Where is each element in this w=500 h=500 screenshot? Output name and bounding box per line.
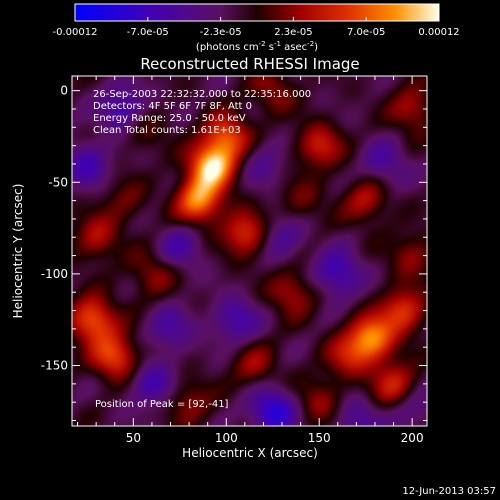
colorbar-tick-label: -2.3e-05 bbox=[200, 27, 242, 38]
y-tick-label: 0 bbox=[60, 84, 68, 98]
chart-title: Reconstructed RHESSI Image bbox=[140, 55, 359, 73]
annotation-total-counts: Clean Total counts: 1.61E+03 bbox=[93, 125, 241, 136]
y-tick-label: -100 bbox=[41, 267, 68, 281]
x-tick-label: 200 bbox=[401, 431, 424, 445]
colorbar-tick-label: 2.3e-05 bbox=[274, 27, 312, 38]
annotation-energy-range: Energy Range: 25.0 - 50.0 keV bbox=[93, 113, 246, 124]
colorbar: -0.00012 -7.0e-05 -2.3e-05 2.3e-05 7.0e-05 0.… bbox=[53, 3, 460, 53]
axis-ticks: 50 100 150 200 0 -50 -100 -150 bbox=[41, 76, 427, 445]
colorbar-ticks: -0.00012 -7.0e-05 -2.3e-05 2.3e-05 7.0e-05 0.… bbox=[53, 17, 460, 38]
x-tick-label: 100 bbox=[215, 431, 238, 445]
colorbar-tick-label: 7.0e-05 bbox=[347, 27, 385, 38]
heatmap-plot: 50 100 150 200 0 -50 -100 -150 bbox=[41, 75, 428, 445]
colorbar-tick-label: -7.0e-05 bbox=[127, 27, 169, 38]
y-tick-label: -50 bbox=[48, 175, 68, 189]
colorbar-frame bbox=[74, 3, 440, 22]
x-axis-label: Heliocentric X (arcsec) bbox=[182, 446, 318, 460]
x-tick-label: 50 bbox=[126, 431, 141, 445]
peak-position-label: Position of Peak = [92,-41] bbox=[95, 399, 229, 410]
heatmap-canvas bbox=[72, 76, 427, 426]
colorbar-tick-label: -0.00012 bbox=[53, 27, 98, 38]
y-tick-label: -150 bbox=[41, 359, 68, 373]
observation-annotations: 26-Sep-2003 22:32:32.000 to 22:35:16.000… bbox=[93, 89, 311, 136]
y-axis-label: Heliocentric Y (arcsec) bbox=[11, 184, 25, 319]
timestamp: 12-Jun-2013 03:57 bbox=[402, 486, 496, 497]
colorbar-tick-label: 0.00012 bbox=[418, 27, 459, 38]
colorbar-unit-label: (photons cm-2 s-1 asec-2) bbox=[196, 40, 318, 53]
x-tick-label: 150 bbox=[308, 431, 331, 445]
annotation-detectors: Detectors: 4F 5F 6F 7F 8F, Att 0 bbox=[93, 101, 252, 112]
colorbar-gradient bbox=[75, 4, 439, 21]
plot-frame bbox=[71, 75, 428, 427]
annotation-time-range: 26-Sep-2003 22:32:32.000 to 22:35:16.000 bbox=[93, 89, 311, 100]
